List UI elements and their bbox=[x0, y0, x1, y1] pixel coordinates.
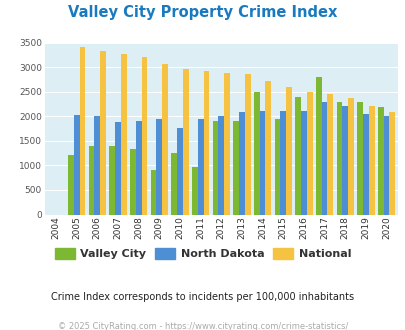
Text: Crime Index corresponds to incidents per 100,000 inhabitants: Crime Index corresponds to incidents per… bbox=[51, 292, 354, 302]
Bar bbox=[88, 146, 94, 214]
Bar bbox=[203, 71, 209, 214]
Bar bbox=[259, 111, 265, 214]
Bar bbox=[79, 47, 85, 214]
Bar bbox=[121, 54, 126, 214]
Bar bbox=[294, 97, 300, 214]
Bar bbox=[368, 106, 374, 214]
Bar bbox=[347, 98, 353, 214]
Text: © 2025 CityRating.com - https://www.cityrating.com/crime-statistics/: © 2025 CityRating.com - https://www.city… bbox=[58, 322, 347, 330]
Bar bbox=[115, 122, 121, 214]
Bar bbox=[315, 77, 321, 214]
Bar bbox=[162, 64, 168, 214]
Bar bbox=[192, 167, 197, 214]
Bar bbox=[280, 111, 286, 214]
Bar bbox=[341, 106, 347, 214]
Bar bbox=[197, 119, 203, 214]
Bar bbox=[388, 112, 394, 214]
Bar bbox=[171, 153, 177, 214]
Bar bbox=[286, 87, 291, 214]
Bar bbox=[130, 149, 135, 214]
Bar bbox=[356, 102, 362, 214]
Bar bbox=[377, 107, 383, 214]
Bar bbox=[239, 112, 244, 214]
Bar bbox=[182, 69, 188, 214]
Bar bbox=[274, 119, 280, 214]
Bar bbox=[150, 170, 156, 214]
Bar bbox=[336, 102, 341, 214]
Bar bbox=[109, 146, 115, 214]
Bar bbox=[218, 116, 224, 214]
Bar bbox=[383, 116, 388, 214]
Bar bbox=[265, 81, 271, 214]
Bar bbox=[253, 92, 259, 214]
Bar bbox=[362, 114, 368, 214]
Bar bbox=[327, 94, 333, 214]
Bar bbox=[244, 74, 250, 215]
Bar bbox=[321, 102, 327, 214]
Bar bbox=[233, 121, 239, 214]
Bar bbox=[306, 92, 312, 214]
Bar bbox=[94, 116, 100, 214]
Legend: Valley City, North Dakota, National: Valley City, North Dakota, National bbox=[50, 244, 355, 263]
Bar bbox=[156, 119, 162, 214]
Bar bbox=[74, 115, 79, 214]
Bar bbox=[224, 73, 229, 215]
Bar bbox=[300, 111, 306, 214]
Bar bbox=[68, 155, 74, 214]
Bar bbox=[135, 121, 141, 214]
Text: Valley City Property Crime Index: Valley City Property Crime Index bbox=[68, 5, 337, 20]
Bar bbox=[100, 51, 106, 214]
Bar bbox=[177, 128, 182, 214]
Bar bbox=[212, 121, 218, 214]
Bar bbox=[141, 57, 147, 214]
